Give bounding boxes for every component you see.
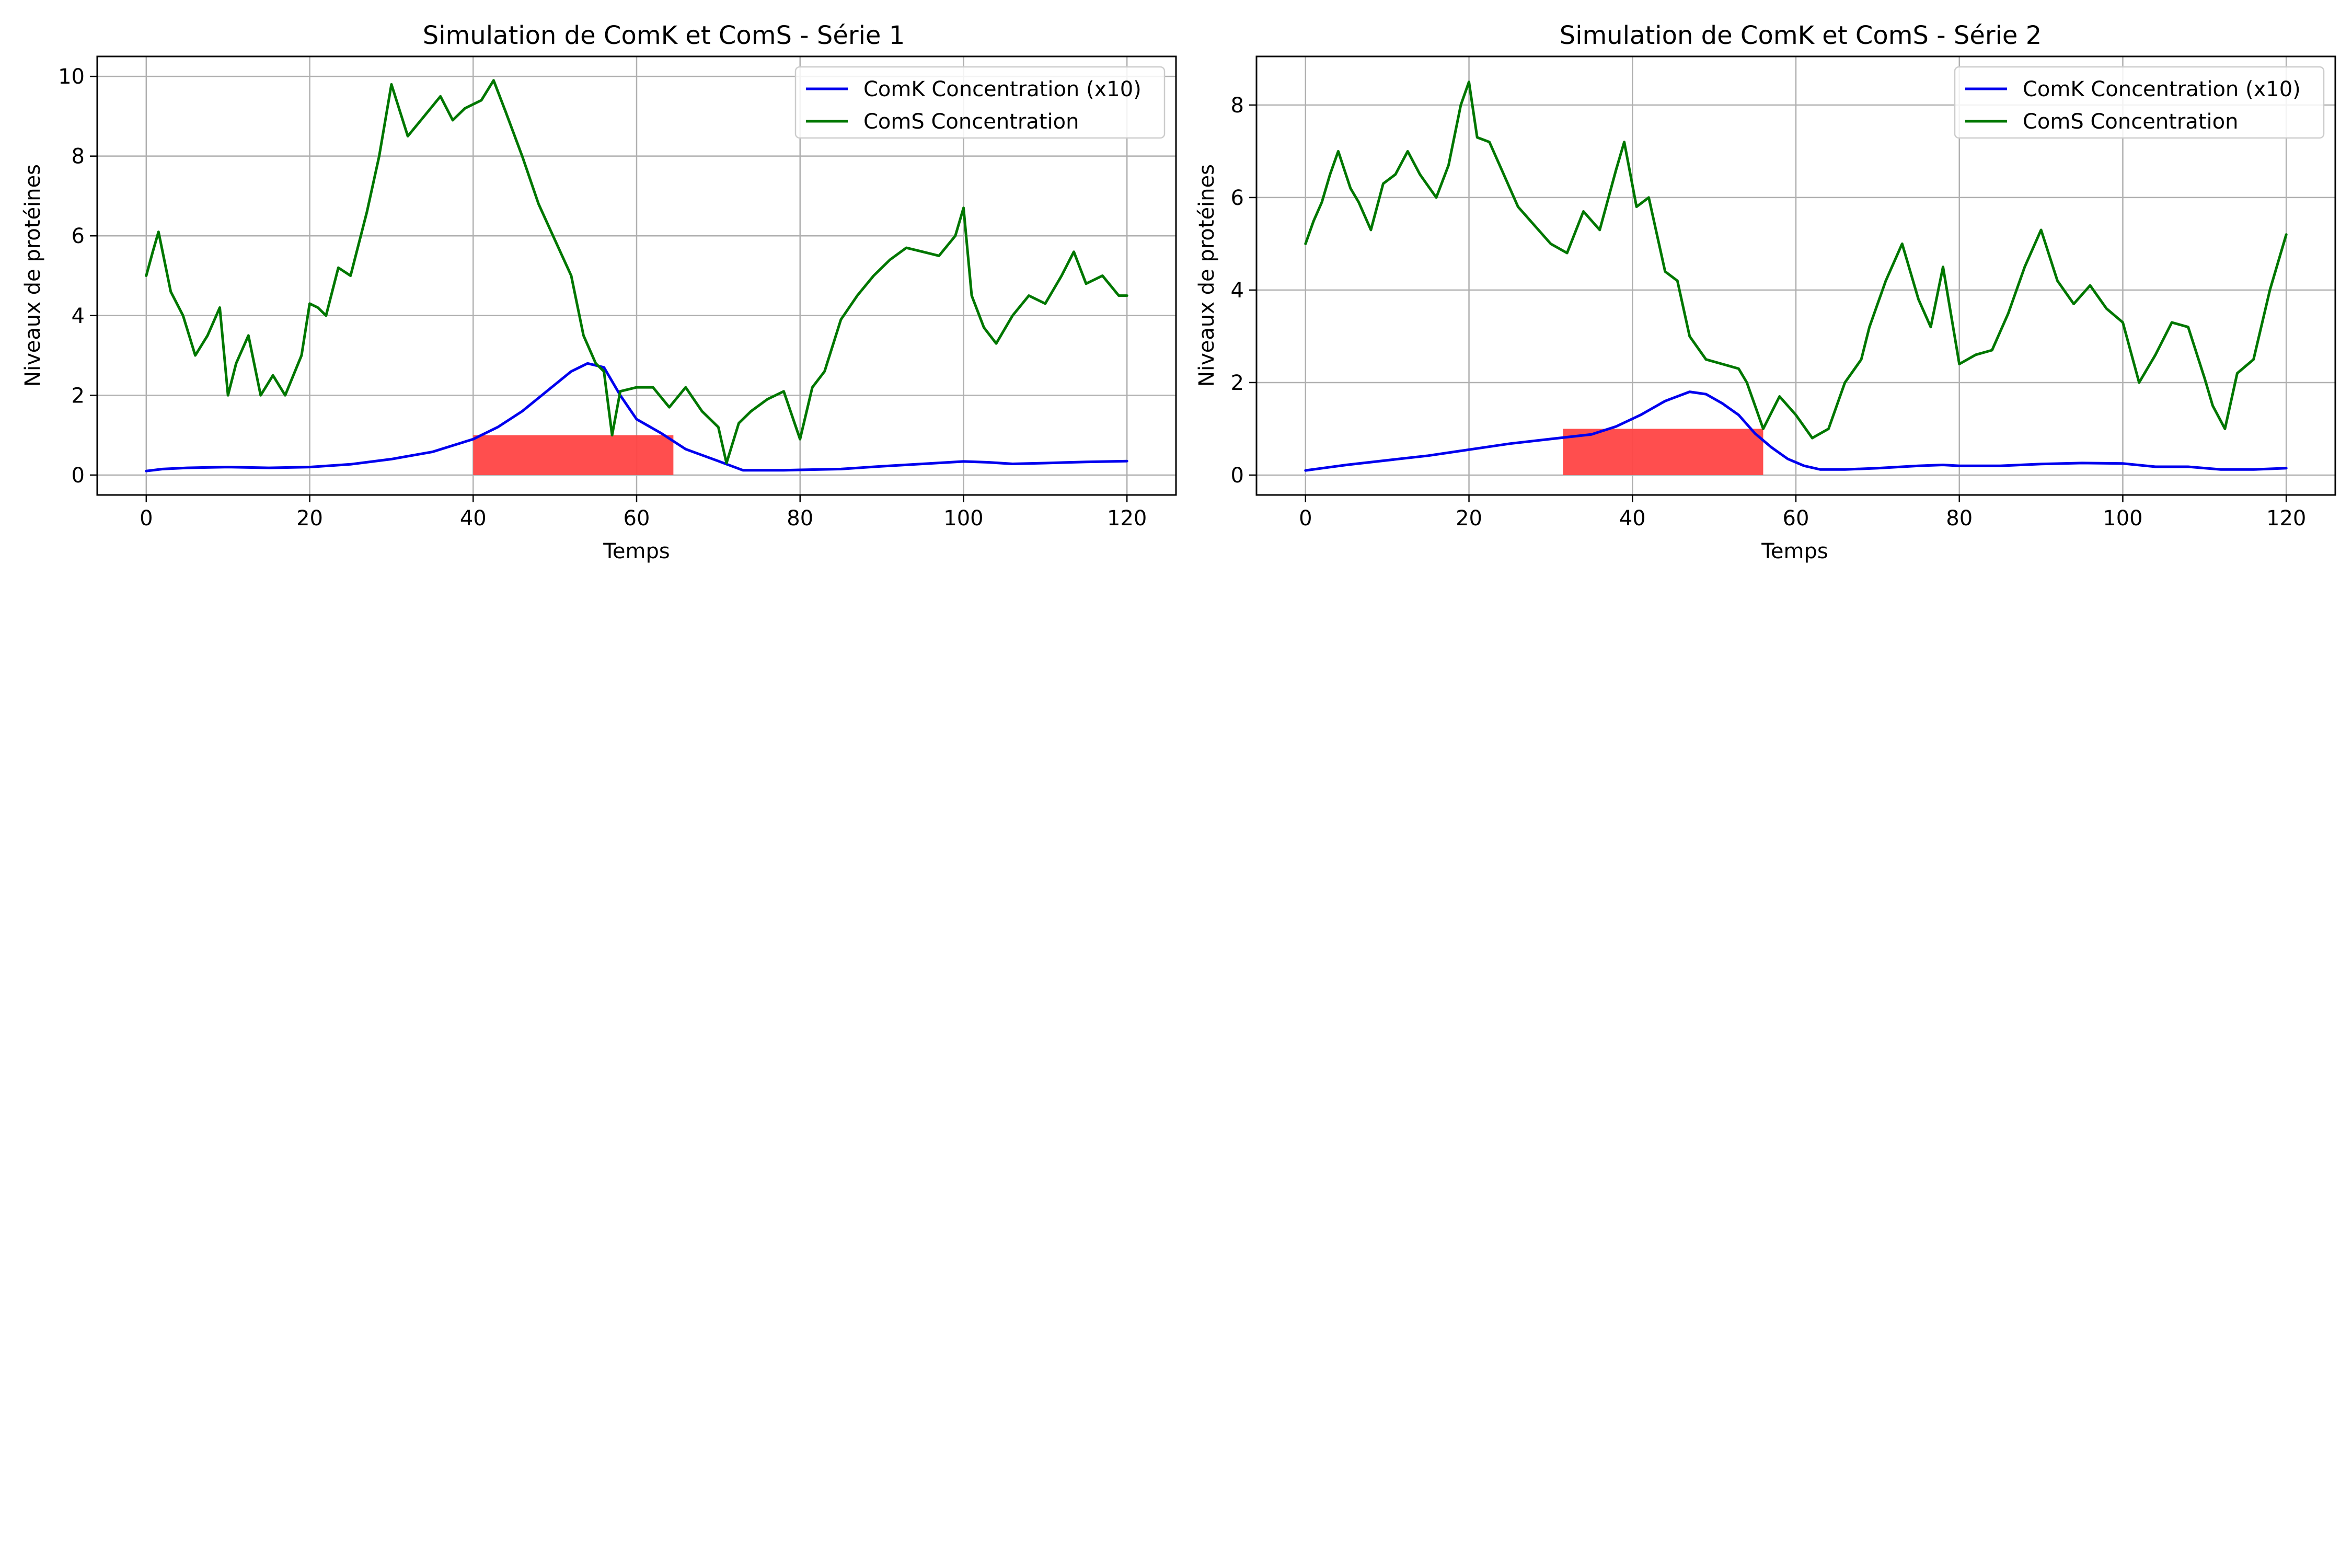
x-tick-label: 100 <box>943 506 983 531</box>
legend: ComK Concentration (x10) ComS Concentrati… <box>1954 66 2325 139</box>
highlight-layer <box>1563 429 1763 475</box>
series-line-coms <box>1304 80 2288 440</box>
y-axis-label: Niveaux de protéines <box>1195 164 1219 387</box>
legend-entry: ComK Concentration (x10) <box>863 77 1142 101</box>
y-tick-label: 8 <box>72 145 85 169</box>
y-tick-label: 6 <box>1231 186 1244 210</box>
x-tick-label: 20 <box>296 506 323 531</box>
series-line-comk <box>145 362 1128 472</box>
x-tick-label: 120 <box>1107 506 1147 531</box>
highlight-layer <box>473 435 674 475</box>
x-ticks: 0 20 40 60 80 100 120 <box>140 495 1147 531</box>
x-ticks: 0 20 40 60 80 100 120 <box>1299 495 2306 531</box>
chart-title: Simulation de ComK et ComS - Série 1 <box>423 21 905 50</box>
x-tick-label: 100 <box>2103 506 2142 531</box>
y-tick-label: 2 <box>1231 371 1244 395</box>
legend-entry: ComS Concentration <box>863 110 1079 134</box>
legend-box <box>794 66 1166 139</box>
highlight-region <box>473 435 674 475</box>
y-tick-label: 4 <box>1231 279 1244 303</box>
x-axis-label: Temps <box>603 539 670 563</box>
legend-entry: ComK Concentration (x10) <box>2023 77 2301 101</box>
y-tick-label: 0 <box>72 464 85 488</box>
y-tick-label: 10 <box>58 65 85 89</box>
x-tick-label: 40 <box>1619 506 1646 531</box>
x-tick-label: 60 <box>624 506 650 531</box>
x-tick-label: 0 <box>140 506 153 531</box>
x-tick-label: 120 <box>2266 506 2306 531</box>
legend-entry: ComS Concentration <box>2023 110 2238 134</box>
y-tick-label: 2 <box>72 384 85 408</box>
series-layer <box>1304 80 2288 472</box>
series-layer <box>145 79 1128 472</box>
y-axis-label: Niveaux de protéines <box>21 164 45 387</box>
x-tick-label: 40 <box>460 506 487 531</box>
legend: ComK Concentration (x10) ComS Concentrati… <box>794 66 1166 139</box>
x-axis-label: Temps <box>1761 539 1828 563</box>
x-tick-label: 80 <box>787 506 813 531</box>
y-tick-label: 4 <box>72 304 85 328</box>
y-ticks: 0 2 4 6 8 10 <box>58 65 97 488</box>
series-line-coms <box>145 79 1128 465</box>
x-tick-label: 0 <box>1299 506 1312 531</box>
y-tick-label: 0 <box>1231 464 1244 488</box>
y-tick-label: 8 <box>1231 94 1244 118</box>
chart-title: Simulation de ComK et ComS - Série 2 <box>1560 21 2042 50</box>
y-ticks: 0 2 4 6 8 <box>1231 94 1256 488</box>
legend-box <box>1954 66 2325 139</box>
y-tick-label: 6 <box>72 224 85 248</box>
grid <box>1256 56 2335 495</box>
x-tick-label: 20 <box>1456 506 1482 531</box>
x-tick-label: 80 <box>1946 506 1973 531</box>
chart-serie-2: Simulation de ComK et ComS - Série 2 0 20… <box>1195 21 2336 563</box>
chart-serie-1: Simulation de ComK et ComS - Série 1 0 20… <box>21 21 1177 563</box>
x-tick-label: 60 <box>1783 506 1809 531</box>
highlight-region <box>1563 429 1763 475</box>
series-line-comk <box>1304 390 2288 472</box>
